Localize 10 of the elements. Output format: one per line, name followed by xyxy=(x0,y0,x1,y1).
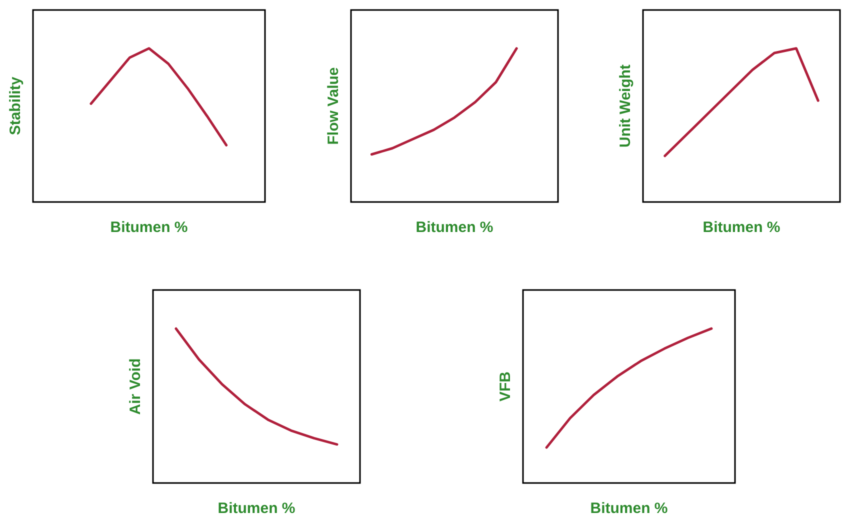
x-axis-title: Bitumen % xyxy=(110,219,188,236)
y-axis-title: Air Void xyxy=(127,358,144,415)
x-axis-title: Bitumen % xyxy=(702,219,780,236)
x-axis-title: Bitumen % xyxy=(416,219,494,236)
y-axis-title: Flow Value xyxy=(325,67,342,145)
y-axis-title: Stability xyxy=(7,76,24,136)
x-axis-title: Bitumen % xyxy=(218,500,296,517)
y-axis-title: Unit Weight xyxy=(617,64,634,148)
x-axis-title: Bitumen % xyxy=(590,500,668,517)
y-axis-title: VFB xyxy=(497,371,514,402)
